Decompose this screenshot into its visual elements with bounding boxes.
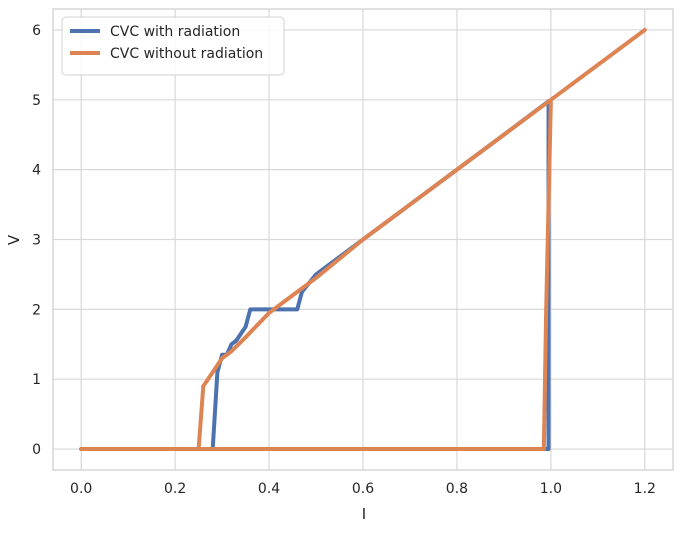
y-tick-label: 5 xyxy=(32,93,41,109)
x-tick-label: 1.0 xyxy=(540,481,562,497)
y-tick-label: 6 xyxy=(32,23,41,39)
y-tick-label: 0 xyxy=(32,442,41,458)
x-tick-label: 0.6 xyxy=(352,481,374,497)
legend-label: CVC without radiation xyxy=(110,46,263,62)
y-tick-label: 4 xyxy=(32,163,41,179)
x-tick-label: 0.8 xyxy=(446,481,468,497)
x-tick-label: 0.0 xyxy=(70,481,92,497)
x-tick-label: 0.4 xyxy=(258,481,280,497)
series-line-2 xyxy=(79,27,647,452)
tick-labels: 0.0 0.2 0.4 0.6 0.8 1.0 1.2 0 1 2 3 4 5 6 xyxy=(32,23,656,497)
x-tick-label: 1.2 xyxy=(634,481,656,497)
x-axis-label: I xyxy=(362,505,366,523)
legend-box xyxy=(61,16,285,76)
y-tick-label: 2 xyxy=(32,302,41,318)
x-tick-label: 0.2 xyxy=(164,481,186,497)
legend-label: CVC with radiation xyxy=(110,24,240,40)
y-tick-label: 1 xyxy=(32,372,41,388)
y-tick-label: 3 xyxy=(32,233,41,249)
y-axis-label: V xyxy=(5,234,23,245)
legend: CVC with radiation CVC without radiation xyxy=(61,16,285,76)
series-layer xyxy=(79,27,647,452)
